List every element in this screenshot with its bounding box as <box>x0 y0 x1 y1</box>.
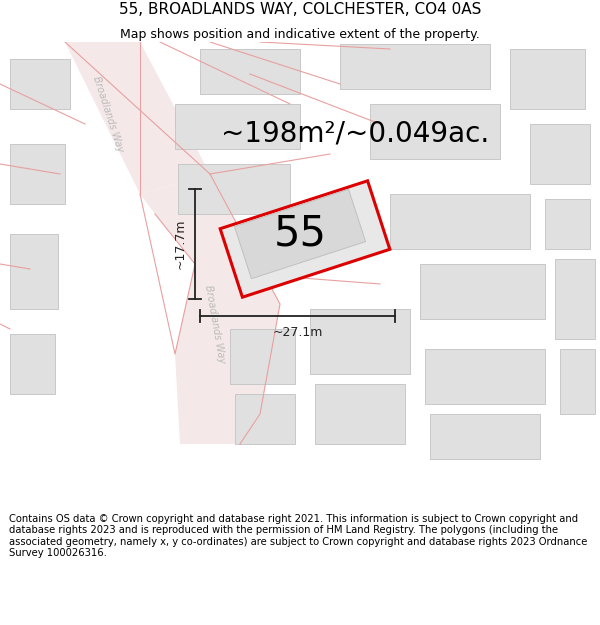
Polygon shape <box>555 259 595 339</box>
Polygon shape <box>235 189 365 279</box>
Text: ~17.7m: ~17.7m <box>173 219 187 269</box>
Polygon shape <box>140 174 280 444</box>
Text: Contains OS data © Crown copyright and database right 2021. This information is : Contains OS data © Crown copyright and d… <box>9 514 587 559</box>
Polygon shape <box>10 59 70 109</box>
Polygon shape <box>10 234 58 309</box>
Text: Broadlands Way: Broadlands Way <box>91 75 125 153</box>
Polygon shape <box>65 42 210 194</box>
Text: Broadlands Way: Broadlands Way <box>203 284 227 364</box>
Polygon shape <box>230 329 295 384</box>
Polygon shape <box>315 384 405 444</box>
Text: ~27.1m: ~27.1m <box>272 326 323 339</box>
Polygon shape <box>545 199 590 249</box>
Polygon shape <box>340 44 490 89</box>
Text: 55: 55 <box>274 213 326 255</box>
Text: ~198m²/~0.049ac.: ~198m²/~0.049ac. <box>221 120 489 148</box>
Polygon shape <box>425 349 545 404</box>
Text: 55, BROADLANDS WAY, COLCHESTER, CO4 0AS: 55, BROADLANDS WAY, COLCHESTER, CO4 0AS <box>119 2 481 17</box>
Polygon shape <box>200 49 300 94</box>
Polygon shape <box>530 124 590 184</box>
Polygon shape <box>310 309 410 374</box>
Polygon shape <box>10 334 55 394</box>
Polygon shape <box>390 194 530 249</box>
Text: Map shows position and indicative extent of the property.: Map shows position and indicative extent… <box>120 28 480 41</box>
Polygon shape <box>420 264 545 319</box>
Polygon shape <box>370 104 500 159</box>
Polygon shape <box>430 414 540 459</box>
Polygon shape <box>10 144 65 204</box>
Polygon shape <box>175 104 300 149</box>
Polygon shape <box>178 164 290 214</box>
Polygon shape <box>510 49 585 109</box>
Polygon shape <box>560 349 595 414</box>
Polygon shape <box>235 394 295 444</box>
Polygon shape <box>220 181 390 297</box>
